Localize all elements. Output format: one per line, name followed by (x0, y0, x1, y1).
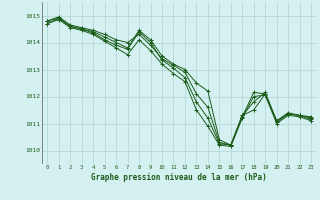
X-axis label: Graphe pression niveau de la mer (hPa): Graphe pression niveau de la mer (hPa) (91, 173, 267, 182)
